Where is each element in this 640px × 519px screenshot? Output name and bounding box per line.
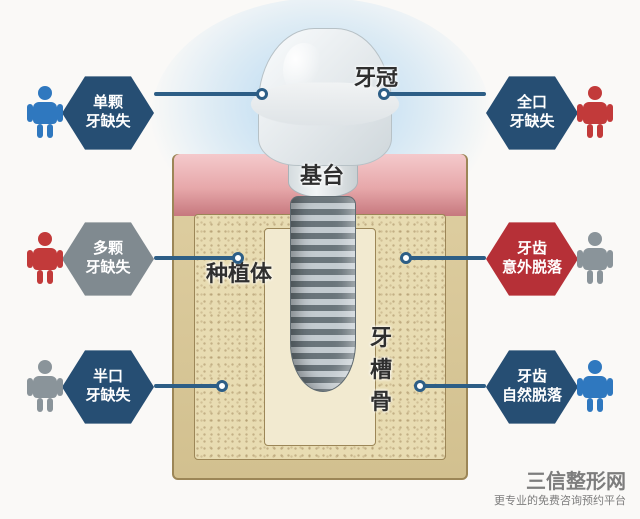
leader-half-missing xyxy=(154,384,222,388)
leader-dot xyxy=(378,88,390,100)
label-bone: 牙 槽 骨 xyxy=(370,320,392,416)
badge-text: 多颗 牙缺失 xyxy=(85,240,130,278)
leader-multi-missing xyxy=(154,256,238,260)
person-icon-multi-missing xyxy=(32,232,58,284)
leader-dot xyxy=(216,380,228,392)
leader-dot xyxy=(256,88,268,100)
leader-dot xyxy=(400,252,412,264)
leader-single-missing xyxy=(154,92,262,96)
person-icon-full-missing xyxy=(582,86,608,138)
watermark-line1: 三信整形网 xyxy=(494,470,626,495)
diagram-canvas: { "canvas": { "width": 640, "height": 51… xyxy=(0,0,640,519)
badge-multi-missing: 多颗 牙缺失 xyxy=(62,220,154,298)
leader-natural-loss xyxy=(420,384,486,388)
badge-half-missing: 半口 牙缺失 xyxy=(62,348,154,426)
leader-dot xyxy=(232,252,244,264)
leader-dot xyxy=(414,380,426,392)
person-icon-single-missing xyxy=(32,86,58,138)
leader-full-missing xyxy=(384,92,486,96)
badge-text: 半口 牙缺失 xyxy=(85,368,130,406)
leader-accidental-loss xyxy=(406,256,486,260)
label-crown: 牙冠 xyxy=(354,60,398,92)
watermark: 三信整形网 更专业的免费咨询预约平台 xyxy=(494,470,626,509)
badge-accidental-loss: 牙齿 意外脱落 xyxy=(486,220,578,298)
badge-natural-loss: 牙齿 自然脱落 xyxy=(486,348,578,426)
badge-single-missing: 单颗 牙缺失 xyxy=(62,74,154,152)
person-icon-natural-loss xyxy=(582,360,608,412)
watermark-line2: 更专业的免费咨询预约平台 xyxy=(494,495,626,509)
badge-text: 全口 牙缺失 xyxy=(509,94,554,132)
badge-text: 单颗 牙缺失 xyxy=(85,94,130,132)
implant-screw xyxy=(290,196,356,392)
person-icon-half-missing xyxy=(32,360,58,412)
badge-full-missing: 全口 牙缺失 xyxy=(486,74,578,152)
person-icon-accidental-loss xyxy=(582,232,608,284)
implant-crown xyxy=(258,28,392,166)
badge-text: 牙齿 意外脱落 xyxy=(502,240,562,278)
label-abutment: 基台 xyxy=(300,158,344,190)
badge-text: 牙齿 自然脱落 xyxy=(502,368,562,406)
crown-highlight xyxy=(283,43,325,97)
